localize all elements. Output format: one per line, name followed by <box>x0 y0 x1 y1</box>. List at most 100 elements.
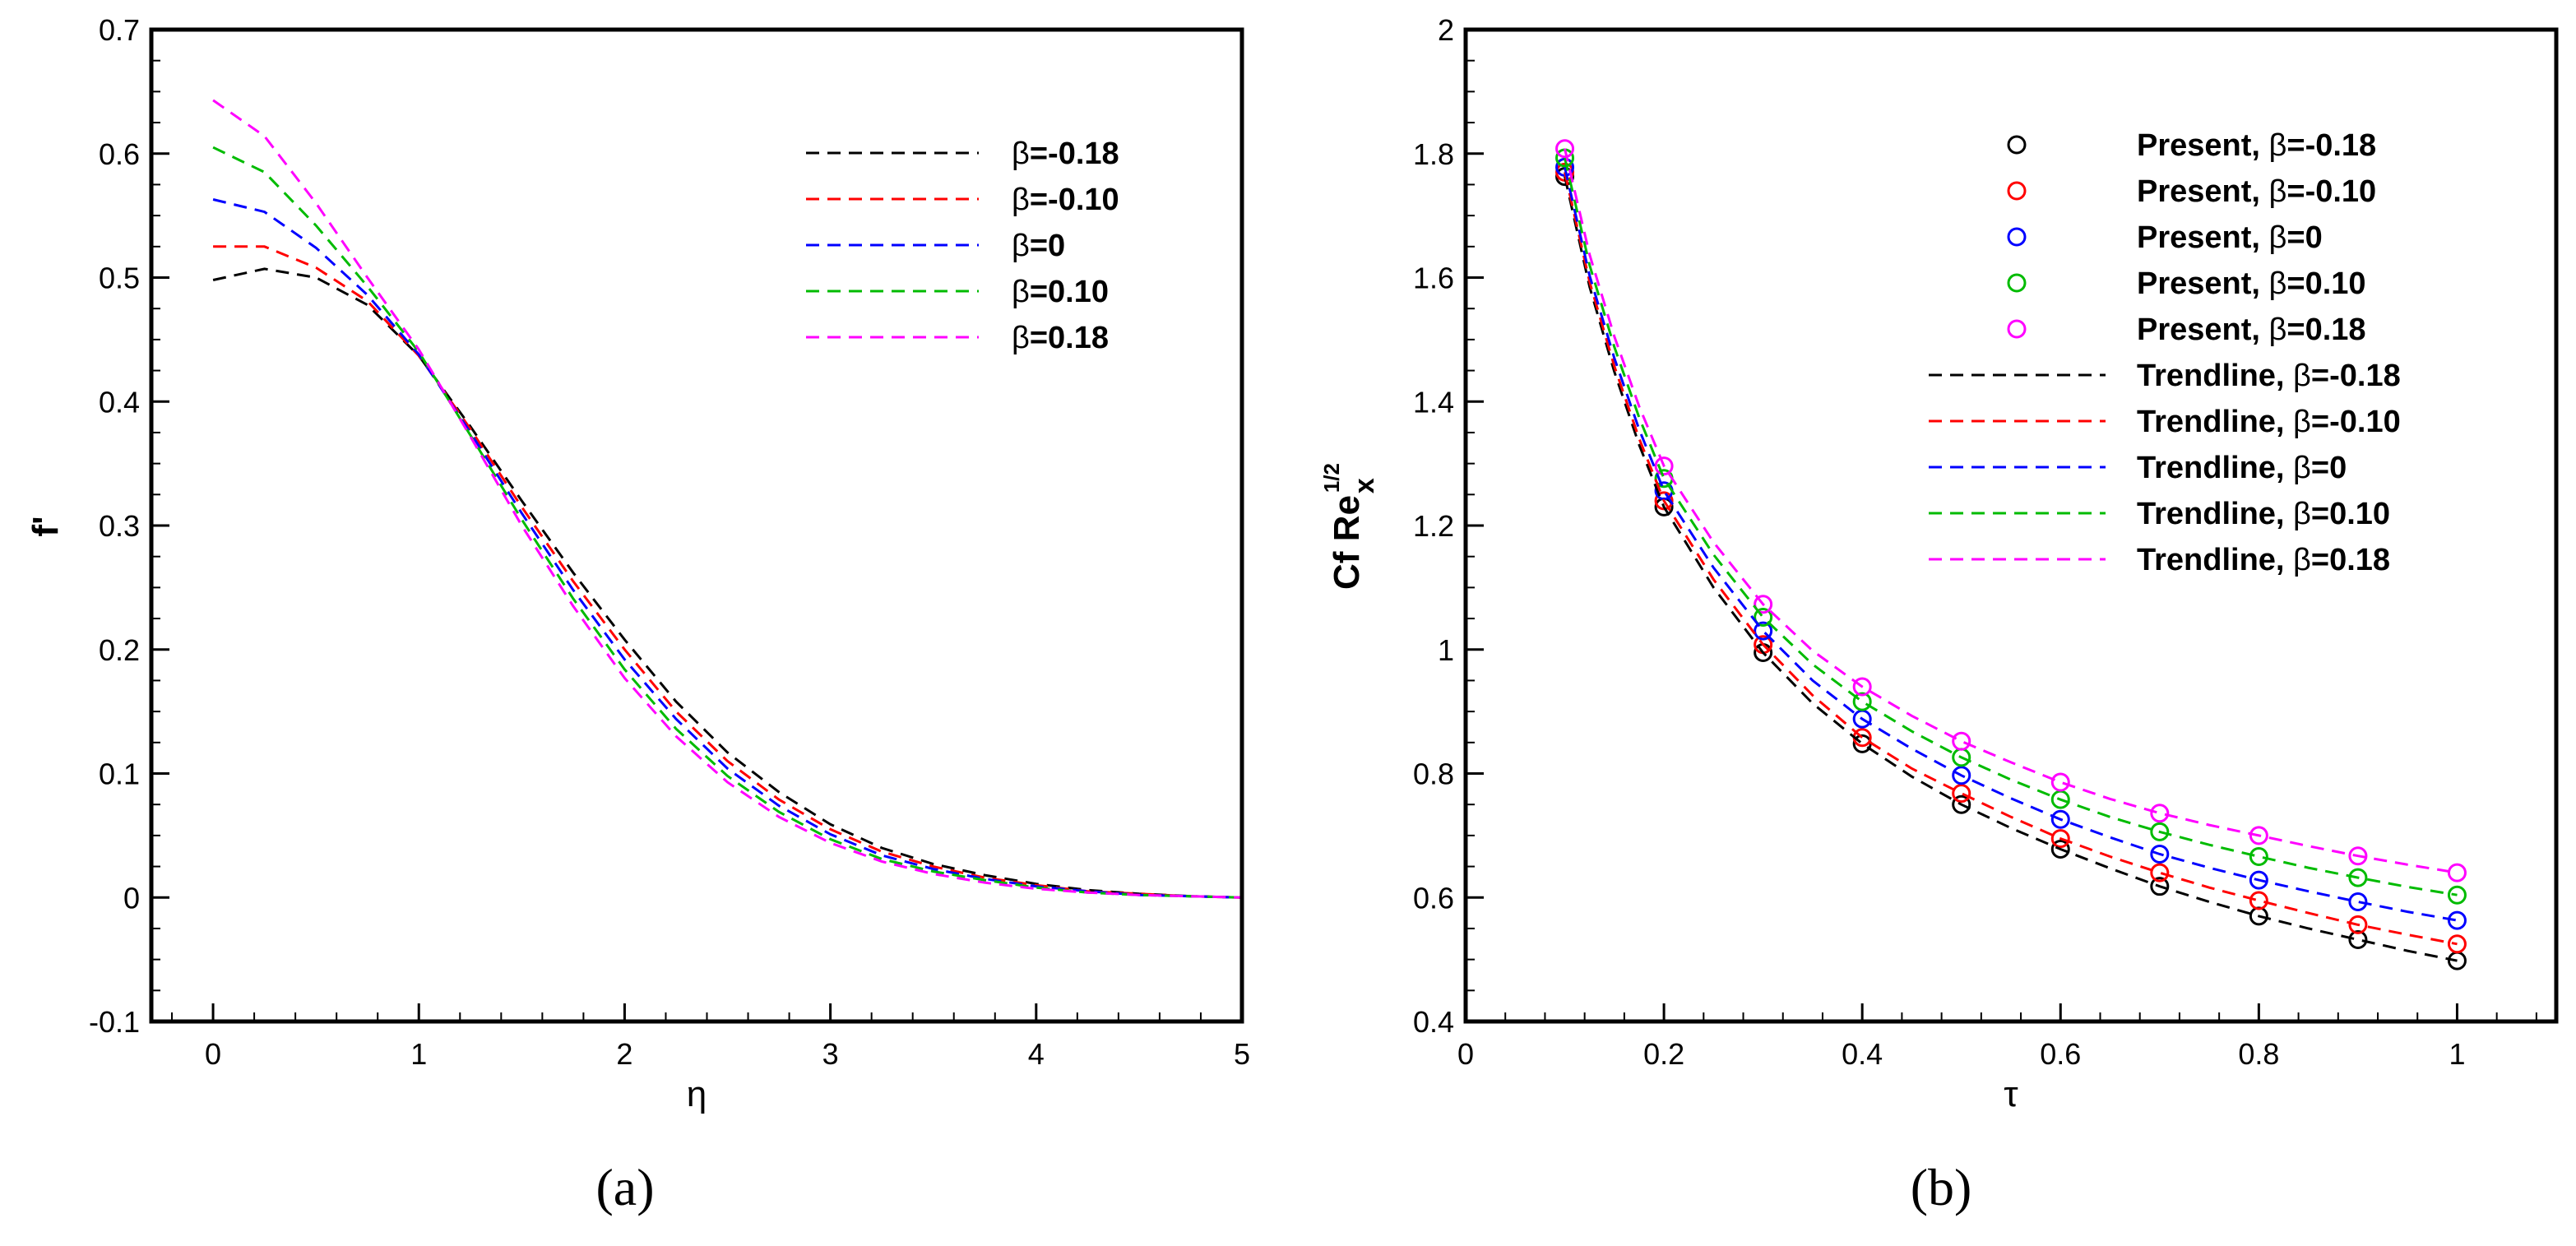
data-point <box>2249 870 2268 890</box>
y-tick-label: 2 <box>1438 13 1454 47</box>
data-point <box>1852 677 1872 697</box>
x-tick-label: 5 <box>1234 1037 1250 1071</box>
legend-label-value: =-0.18 <box>2286 128 2376 163</box>
chart-a-plot-area <box>212 99 1243 899</box>
data-point <box>2150 804 2170 823</box>
legend-label-symbol: β <box>2269 174 2287 209</box>
y-tick-label: 0.6 <box>99 137 140 171</box>
legend-label-value: =-0.10 <box>2286 174 2376 209</box>
legend-label: Present, β=-0.18 <box>2137 128 2376 163</box>
data-point <box>1952 794 1971 814</box>
y-tick-label: 1.8 <box>1413 137 1454 171</box>
legend-label-prefix: Trendline, <box>2137 543 2293 577</box>
data-point <box>2348 892 2368 912</box>
legend-label-symbol: β <box>2269 313 2287 347</box>
legend-label: β=0.18 <box>1012 321 1109 355</box>
data-point <box>2447 863 2467 882</box>
chart-b: 0 0.2 0.4 0.6 0.8 1 0.4 0.6 0.8 1 1.2 1.4 1.6 1.8 2 Cf… <box>1319 13 2559 1216</box>
chart-b-xlabel: τ <box>2004 1074 2018 1114</box>
chart-b-plot-area <box>1555 139 2467 970</box>
data-point <box>2348 846 2368 866</box>
legend-label-prefix: Present, <box>2137 128 2269 163</box>
legend-label: β=-0.10 <box>1012 183 1119 217</box>
chart-a-xlabel: η <box>687 1074 707 1114</box>
data-point <box>1754 608 1773 628</box>
legend-label: Trendline, β=-0.10 <box>2137 405 2401 439</box>
y-tick-label: 0.3 <box>99 509 140 543</box>
x-tick-label: 0.8 <box>2238 1037 2279 1071</box>
y-tick-label: 0.4 <box>1413 1005 1454 1039</box>
legend-label-value: =0.18 <box>2286 313 2365 347</box>
data-point <box>2150 877 2170 896</box>
legend-label-value: =-0.10 <box>2311 405 2401 439</box>
series-line <box>212 198 1243 899</box>
y-tick-label: -0.1 <box>89 1005 140 1039</box>
y-tick-label: 1.6 <box>1413 262 1454 295</box>
y-tick-label: 1.2 <box>1413 509 1454 543</box>
legend-label-value: =0.18 <box>2311 543 2390 577</box>
legend-label: Present, β=0 <box>2137 220 2323 255</box>
legend-label: Present, β=0.10 <box>2137 266 2366 301</box>
legend-marker-swatch <box>2007 227 2027 247</box>
y-tick-label: 1 <box>1438 633 1454 667</box>
data-point <box>1555 139 1575 159</box>
data-point <box>1952 766 1971 785</box>
legend-label-value: =0.10 <box>2311 497 2390 531</box>
legend-label-value: =-0.18 <box>1030 137 1119 171</box>
data-point <box>2050 839 2070 859</box>
data-point <box>2348 868 2368 887</box>
legend-label: Present, β=-0.10 <box>2137 174 2376 209</box>
chart-a-caption: (a) <box>595 1158 654 1216</box>
legend-label-symbol: β <box>1012 275 1030 309</box>
legend-marker-swatch <box>2007 135 2027 155</box>
legend-label-prefix: Trendline, <box>2137 451 2293 485</box>
legend-label-symbol: β <box>2269 266 2287 301</box>
y-tick-label: 1.4 <box>1413 385 1454 419</box>
x-tick-label: 0.4 <box>1842 1037 1883 1071</box>
chart-b-ylabel-sub: x <box>1349 478 1380 493</box>
data-point <box>2150 822 2170 841</box>
legend-label-value: =0 <box>2286 220 2322 255</box>
series-line <box>1564 176 2458 962</box>
legend-label-symbol: β <box>2293 359 2311 393</box>
legend-label-prefix: Present, <box>2137 266 2269 301</box>
legend-label-prefix: Trendline, <box>2137 359 2293 393</box>
legend-label-symbol: β <box>2293 405 2311 439</box>
data-point <box>1754 621 1773 641</box>
x-tick-label: 4 <box>1028 1037 1045 1071</box>
legend-label-prefix: Present, <box>2137 220 2269 255</box>
legend-label-symbol: β <box>1012 229 1030 263</box>
legend-label: β=0.10 <box>1012 275 1109 309</box>
data-point <box>1654 456 1674 476</box>
x-tick-label: 1 <box>2449 1037 2465 1071</box>
chart-b-ylabel-sup: 1/2 <box>1319 463 1344 493</box>
legend-label-symbol: β <box>1012 321 1030 355</box>
legend-label: β=-0.18 <box>1012 137 1119 171</box>
data-point <box>2447 910 2467 930</box>
series-line <box>1564 148 2458 874</box>
x-tick-label: 0 <box>1457 1037 1474 1071</box>
data-point <box>2150 863 2170 882</box>
data-point <box>2050 772 2070 792</box>
series-line <box>213 245 1243 899</box>
data-point <box>2249 847 2268 867</box>
data-point <box>1952 731 1971 751</box>
legend-label-symbol: β <box>2269 220 2287 255</box>
chart-a-ticks: 0 1 2 3 4 5 -0.1 0 0.1 0.2 0.3 0.4 0.5 0.6 0.7 <box>89 13 1250 1071</box>
legend-label-symbol: β <box>2269 128 2287 163</box>
data-point <box>2050 809 2070 829</box>
y-tick-label: 0.5 <box>99 262 140 295</box>
legend-label-value: =0.10 <box>1030 275 1109 309</box>
legend-label-value: =-0.10 <box>1030 183 1119 217</box>
legend-label: Trendline, β=0.18 <box>2137 543 2390 577</box>
x-tick-label: 0.2 <box>1643 1037 1684 1071</box>
legend-label: Trendline, β=-0.18 <box>2137 359 2401 393</box>
y-tick-label: 0.7 <box>99 13 140 47</box>
y-tick-label: 0 <box>123 881 140 915</box>
chart-a: 0 1 2 3 4 5-0.100.10.20.30.40.50.60.7 f' η β=… <box>25 13 1250 1216</box>
legend-label-prefix: Trendline, <box>2137 497 2293 531</box>
legend-label: β=0 <box>1012 229 1065 263</box>
